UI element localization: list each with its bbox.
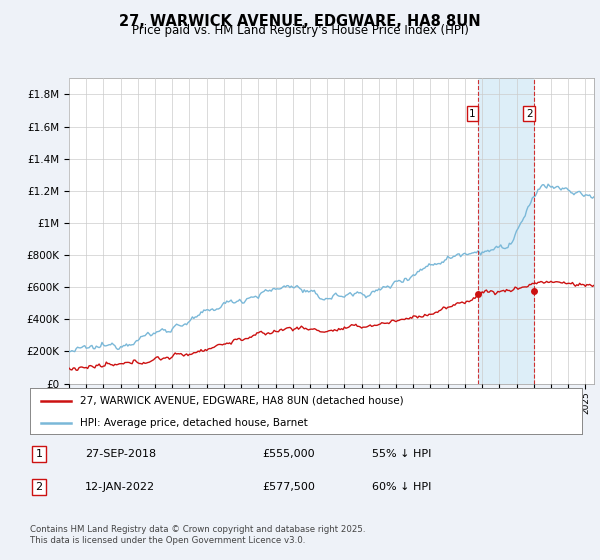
Text: 2: 2	[526, 109, 533, 119]
Text: 60% ↓ HPI: 60% ↓ HPI	[372, 482, 431, 492]
Bar	[478, 78, 535, 384]
Text: 12-JAN-2022: 12-JAN-2022	[85, 482, 155, 492]
Text: Contains HM Land Registry data © Crown copyright and database right 2025.
This d: Contains HM Land Registry data © Crown c…	[30, 525, 365, 545]
Text: HPI: Average price, detached house, Barnet: HPI: Average price, detached house, Barn…	[80, 418, 307, 427]
Text: 1: 1	[469, 109, 476, 119]
Text: 2: 2	[35, 482, 43, 492]
Text: 55% ↓ HPI: 55% ↓ HPI	[372, 449, 431, 459]
Text: 27, WARWICK AVENUE, EDGWARE, HA8 8UN: 27, WARWICK AVENUE, EDGWARE, HA8 8UN	[119, 14, 481, 29]
Text: Price paid vs. HM Land Registry's House Price Index (HPI): Price paid vs. HM Land Registry's House …	[131, 24, 469, 37]
Text: £577,500: £577,500	[262, 482, 315, 492]
Text: 1: 1	[35, 449, 43, 459]
Text: 27-SEP-2018: 27-SEP-2018	[85, 449, 157, 459]
Text: £555,000: £555,000	[262, 449, 314, 459]
Text: 27, WARWICK AVENUE, EDGWARE, HA8 8UN (detached house): 27, WARWICK AVENUE, EDGWARE, HA8 8UN (de…	[80, 396, 403, 406]
